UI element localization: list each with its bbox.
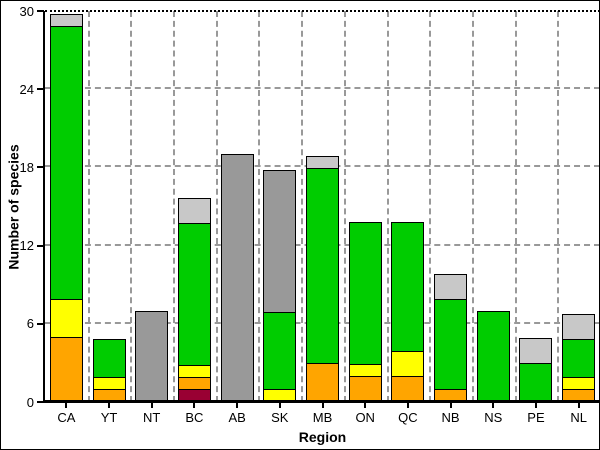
bar-segment-medium-gray: [220, 154, 254, 402]
gridline-vertical: [343, 11, 346, 402]
gridline-vertical: [301, 11, 304, 402]
y-tick-label: 12: [19, 238, 34, 254]
gridline-vertical: [557, 11, 560, 402]
y-tick-label: 6: [26, 316, 34, 332]
bar-segment-green: [306, 168, 339, 364]
bar-ns: [476, 311, 510, 402]
x-tick-label: NB: [441, 410, 460, 425]
bar-segment-orange: [49, 337, 83, 402]
x-axis-title: Region: [298, 429, 347, 445]
bar-segment-green: [263, 312, 297, 390]
x-tick-label: AB: [228, 410, 246, 425]
x-axis-tick: [150, 403, 153, 408]
y-axis-tick: [37, 401, 44, 403]
plot-top-border: [45, 10, 599, 12]
y-axis-title-wrap: Number of species: [3, 11, 25, 402]
x-tick-label: YT: [100, 410, 118, 425]
x-tick-label: NS: [484, 410, 503, 425]
x-tick-label: ON: [355, 410, 375, 425]
bar-segment-light-gray: [177, 198, 211, 224]
x-axis-tick: [406, 403, 409, 408]
gridline-vertical: [215, 11, 218, 402]
x-axis-tick: [278, 403, 281, 408]
x-axis-tick: [534, 403, 537, 408]
x-axis-tick: [449, 403, 452, 408]
bar-segment-yellow: [391, 351, 425, 377]
bar-nt: [135, 311, 169, 402]
gridline-vertical: [514, 11, 517, 402]
gridline-vertical: [429, 11, 432, 402]
x-tick-label: NT: [143, 410, 161, 425]
gridline-horizontal: [45, 87, 599, 90]
bar-on: [348, 222, 382, 402]
x-tick-label: NL: [570, 410, 587, 425]
x-axis-tick: [321, 403, 324, 408]
bar-segment-light-gray: [519, 338, 553, 364]
bar-segment-light-gray: [434, 274, 468, 300]
y-axis-tick: [37, 322, 44, 325]
x-tick-label: QC: [398, 410, 418, 425]
x-tick-label: PE: [527, 410, 545, 425]
bar-segment-medium-gray: [263, 170, 297, 313]
bar-segment-green: [476, 311, 510, 402]
bar-mb: [306, 156, 339, 402]
bar-segment-light-gray: [562, 314, 596, 340]
bar-qc: [391, 222, 425, 402]
x-axis-tick: [492, 403, 495, 408]
gridline-vertical: [87, 11, 90, 402]
bar-segment-yellow: [49, 299, 83, 338]
x-axis-tick: [577, 403, 580, 408]
bar-segment-green: [562, 339, 596, 378]
bar-nl: [562, 314, 596, 402]
bar-yt: [92, 339, 126, 402]
gridline-vertical: [173, 11, 176, 402]
x-axis-tick: [364, 403, 367, 408]
bar-segment-green: [519, 363, 553, 402]
y-tick-label: 0: [26, 394, 34, 410]
bar-pe: [519, 338, 553, 402]
bar-segment-medium-gray: [135, 311, 169, 402]
bar-segment-green: [49, 26, 83, 300]
bar-segment-green: [92, 339, 126, 378]
y-axis-line: [43, 11, 45, 403]
x-axis-tick: [236, 403, 239, 408]
bar-bc: [177, 198, 211, 402]
x-axis-tick: [65, 403, 68, 408]
bar-segment-green: [434, 299, 468, 390]
bar-segment-green: [391, 222, 425, 352]
plot-area: [45, 11, 599, 402]
y-tick-label: 30: [19, 3, 34, 19]
x-tick-label: BC: [185, 410, 204, 425]
bar-segment-orange: [391, 376, 425, 402]
gridline-vertical: [386, 11, 389, 402]
x-tick-label: MB: [312, 410, 333, 425]
bar-ca: [49, 14, 83, 402]
y-axis-tick: [37, 10, 44, 12]
bar-segment-orange: [348, 376, 382, 402]
bar-segment-green: [177, 223, 211, 366]
gridline-vertical: [258, 11, 261, 402]
y-axis-tick: [37, 244, 44, 247]
bar-ab: [220, 154, 254, 402]
gridline-vertical: [130, 11, 133, 402]
x-tick-label: SK: [271, 410, 289, 425]
x-axis-tick: [108, 403, 111, 408]
bar-segment-orange: [306, 363, 339, 402]
y-axis-tick: [37, 88, 44, 91]
bar-sk: [263, 170, 297, 402]
bar-nb: [434, 274, 468, 402]
bar-segment-green: [348, 222, 382, 365]
y-axis-tick: [37, 166, 44, 169]
x-axis-line: [43, 400, 599, 403]
y-tick-label: 24: [19, 81, 34, 97]
x-axis-tick: [193, 403, 196, 408]
y-tick-label: 18: [19, 159, 34, 175]
x-tick-label: CA: [57, 410, 76, 425]
gridline-vertical: [471, 11, 474, 402]
